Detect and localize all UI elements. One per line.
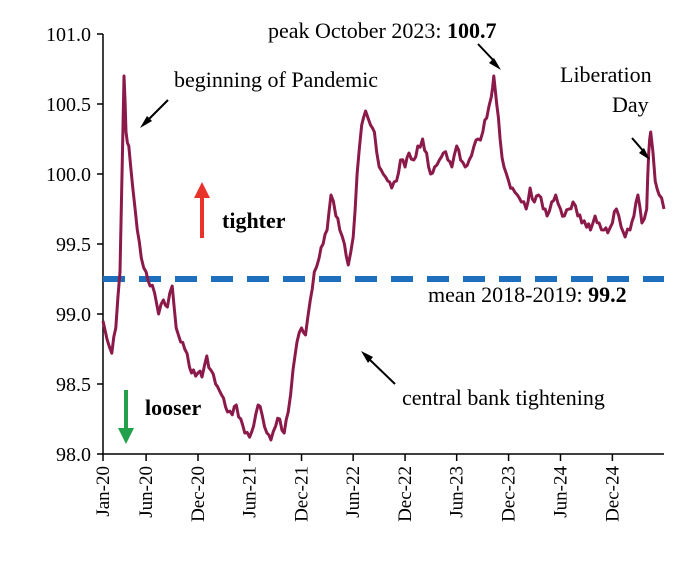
y-tick-label: 101.0 (46, 24, 91, 46)
tighter-arrow-icon (194, 182, 210, 238)
x-ticks: Jan-20 Jun-20 Dec-20 Jun-21 Dec-21 Jun-22 Dec-… (93, 454, 623, 522)
x-axis: Jan-20 Jun-20 Dec-20 Jun-21 Dec-21 Jun-22 Dec-… (93, 453, 664, 522)
peak-annotation-prefix: peak October 2023: (268, 18, 447, 43)
y-tick-label: 100.0 (46, 164, 91, 186)
peak-annotation-value: 100.7 (447, 18, 497, 43)
liberation-annotation-line2: Day (612, 92, 649, 117)
peak-arrow-icon (477, 43, 501, 70)
liberation-annotation-line1: Liberation (560, 62, 652, 87)
pandemic-annotation: beginning of Pandemic (174, 67, 378, 92)
y-tick-label: 99.5 (56, 234, 91, 256)
central-bank-annotation: central bank tightening (402, 385, 605, 410)
x-tick-label: Jun-23 (447, 466, 468, 518)
y-axis: 98.0 98.5 99.0 99.5 100.0 100.5 101.0 (46, 24, 104, 466)
y-tick-label: 98.0 (56, 444, 91, 466)
x-tick-label: Jun-22 (343, 466, 364, 518)
looser-label: looser (145, 395, 201, 420)
liberation-arrow-icon (631, 137, 650, 160)
central-bank-arrow-icon (361, 351, 396, 385)
x-tick-label: Dec-20 (188, 466, 209, 522)
tighter-label: tighter (222, 208, 286, 233)
y-tick-label: 99.0 (56, 304, 91, 326)
pandemic-arrow-icon (140, 99, 169, 128)
x-tick-label: Dec-23 (499, 466, 520, 522)
x-tick-label: Jun-20 (136, 466, 157, 518)
mean-annotation-prefix: mean 2018-2019: (428, 282, 588, 307)
peak-annotation: peak October 2023: 100.7 (268, 18, 497, 43)
x-tick-label: Dec-24 (602, 466, 623, 522)
mean-annotation: mean 2018-2019: 99.2 (428, 282, 627, 307)
y-ticks: 98.0 98.5 99.0 99.5 100.0 100.5 101.0 (46, 24, 103, 466)
x-tick-label: Dec-22 (395, 466, 416, 522)
x-tick-label: Jun-24 (550, 466, 571, 518)
x-tick-label: Jun-21 (240, 466, 261, 518)
x-tick-label: Jan-20 (93, 466, 114, 517)
mean-annotation-value: 99.2 (588, 282, 627, 307)
x-tick-label: Dec-21 (292, 466, 313, 522)
looser-arrow-icon (118, 390, 134, 444)
series-line (101, 74, 666, 442)
y-tick-label: 98.5 (56, 374, 91, 396)
y-tick-label: 100.5 (46, 94, 91, 116)
